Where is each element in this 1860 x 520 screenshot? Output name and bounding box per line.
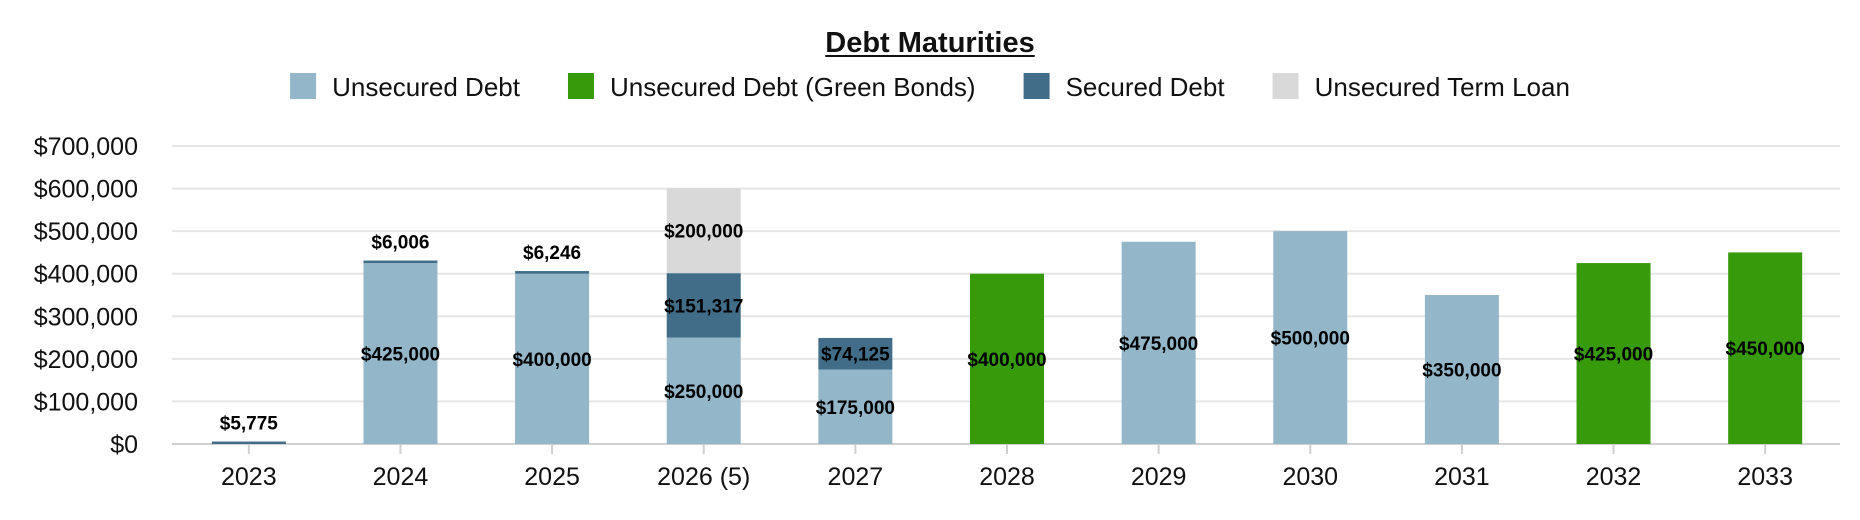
bar-data-label: $475,000 — [1119, 334, 1198, 355]
bar-data-label: $425,000 — [1574, 345, 1653, 366]
bar-segment — [1121, 241, 1196, 444]
y-tick-label: $200,000 — [34, 346, 138, 374]
legend-item: Unsecured Debt (Green Bonds) — [567, 72, 976, 102]
bar-data-label: $500,000 — [1271, 329, 1350, 350]
x-tick-label: 2025 — [524, 463, 580, 491]
bar-data-label: $400,000 — [512, 350, 591, 371]
y-tick-label: $500,000 — [34, 218, 138, 246]
bar-segment — [515, 271, 590, 274]
bar-segment — [1576, 263, 1651, 444]
bar-data-labels: $5,775 $425,000 $6,006 $400,000 $6,246 $250,0… — [220, 222, 1805, 435]
bar-data-label: $6,246 — [523, 243, 581, 264]
bar-segment — [363, 263, 438, 444]
bar-data-label: $6,006 — [371, 233, 429, 254]
legend-item: Unsecured Debt — [290, 72, 521, 102]
legend-label: Unsecured Debt (Green Bonds) — [610, 72, 976, 102]
y-tick-label: $300,000 — [34, 303, 138, 331]
legend-label: Unsecured Term Loan — [1315, 72, 1570, 102]
x-tick-label: 2033 — [1737, 463, 1793, 491]
bar-segment — [818, 369, 893, 444]
bar-data-label: $450,000 — [1726, 339, 1805, 360]
x-tick-label: 2028 — [979, 463, 1035, 491]
bar-data-label: $425,000 — [361, 345, 440, 366]
x-tick-label: 2026 (5) — [657, 463, 750, 491]
legend-swatch — [290, 73, 317, 99]
x-axis-ticks: 2023 2024 2025 2026 (5) 2027 2028 2029 2030 2031… — [221, 444, 1793, 491]
legend-swatch — [567, 73, 594, 99]
bar-data-label: $250,000 — [664, 382, 743, 403]
bar-segment — [666, 337, 741, 444]
x-tick-label: 2029 — [1131, 463, 1187, 491]
bar-segment — [1424, 295, 1499, 444]
chart-title: Debt Maturities — [825, 27, 1034, 59]
y-tick-label: $100,000 — [34, 388, 138, 416]
x-tick-label: 2032 — [1586, 463, 1642, 491]
bar-segment — [666, 188, 741, 274]
y-tick-label: $0 — [110, 431, 138, 459]
bar-segment — [970, 273, 1044, 444]
bar-data-label: $5,775 — [220, 414, 279, 435]
x-tick-label: 2030 — [1282, 463, 1338, 491]
legend-swatch — [1272, 73, 1299, 99]
y-tick-label: $600,000 — [34, 176, 138, 204]
bar-segment — [363, 260, 438, 264]
legend-swatch — [1023, 73, 1050, 99]
bar-data-label: $400,000 — [967, 350, 1046, 371]
bar-data-label: $175,000 — [816, 398, 895, 419]
bar-segment — [515, 273, 590, 444]
legend-item: Secured Debt — [1023, 72, 1226, 102]
bar-data-label: $350,000 — [1422, 361, 1501, 382]
legend-label: Secured Debt — [1066, 72, 1226, 102]
legend-item: Unsecured Term Loan — [1272, 72, 1570, 102]
legend-label: Unsecured Debt — [332, 72, 521, 102]
x-tick-label: 2027 — [828, 463, 884, 491]
x-tick-label: 2023 — [221, 463, 277, 491]
bar-data-label: $200,000 — [664, 222, 743, 243]
bar-segment — [1273, 231, 1348, 444]
bar-segment — [1728, 252, 1803, 444]
y-tick-label: $400,000 — [34, 261, 138, 289]
x-tick-label: 2031 — [1434, 463, 1490, 491]
y-axis-ticks: $0 $100,000 $200,000 $300,000 $400,000 $500,0… — [34, 133, 138, 459]
bar-segment — [666, 273, 741, 338]
bar-segment — [211, 441, 286, 444]
chart-legend: Unsecured Debt Unsecured Debt (Green Bond… — [290, 72, 1570, 102]
bar-data-label: $74,125 — [821, 345, 890, 366]
y-tick-label: $700,000 — [34, 133, 138, 161]
bar-segment — [818, 337, 893, 370]
bars — [211, 188, 1803, 444]
bar-data-label: $151,317 — [664, 296, 743, 317]
x-tick-label: 2024 — [373, 463, 429, 491]
